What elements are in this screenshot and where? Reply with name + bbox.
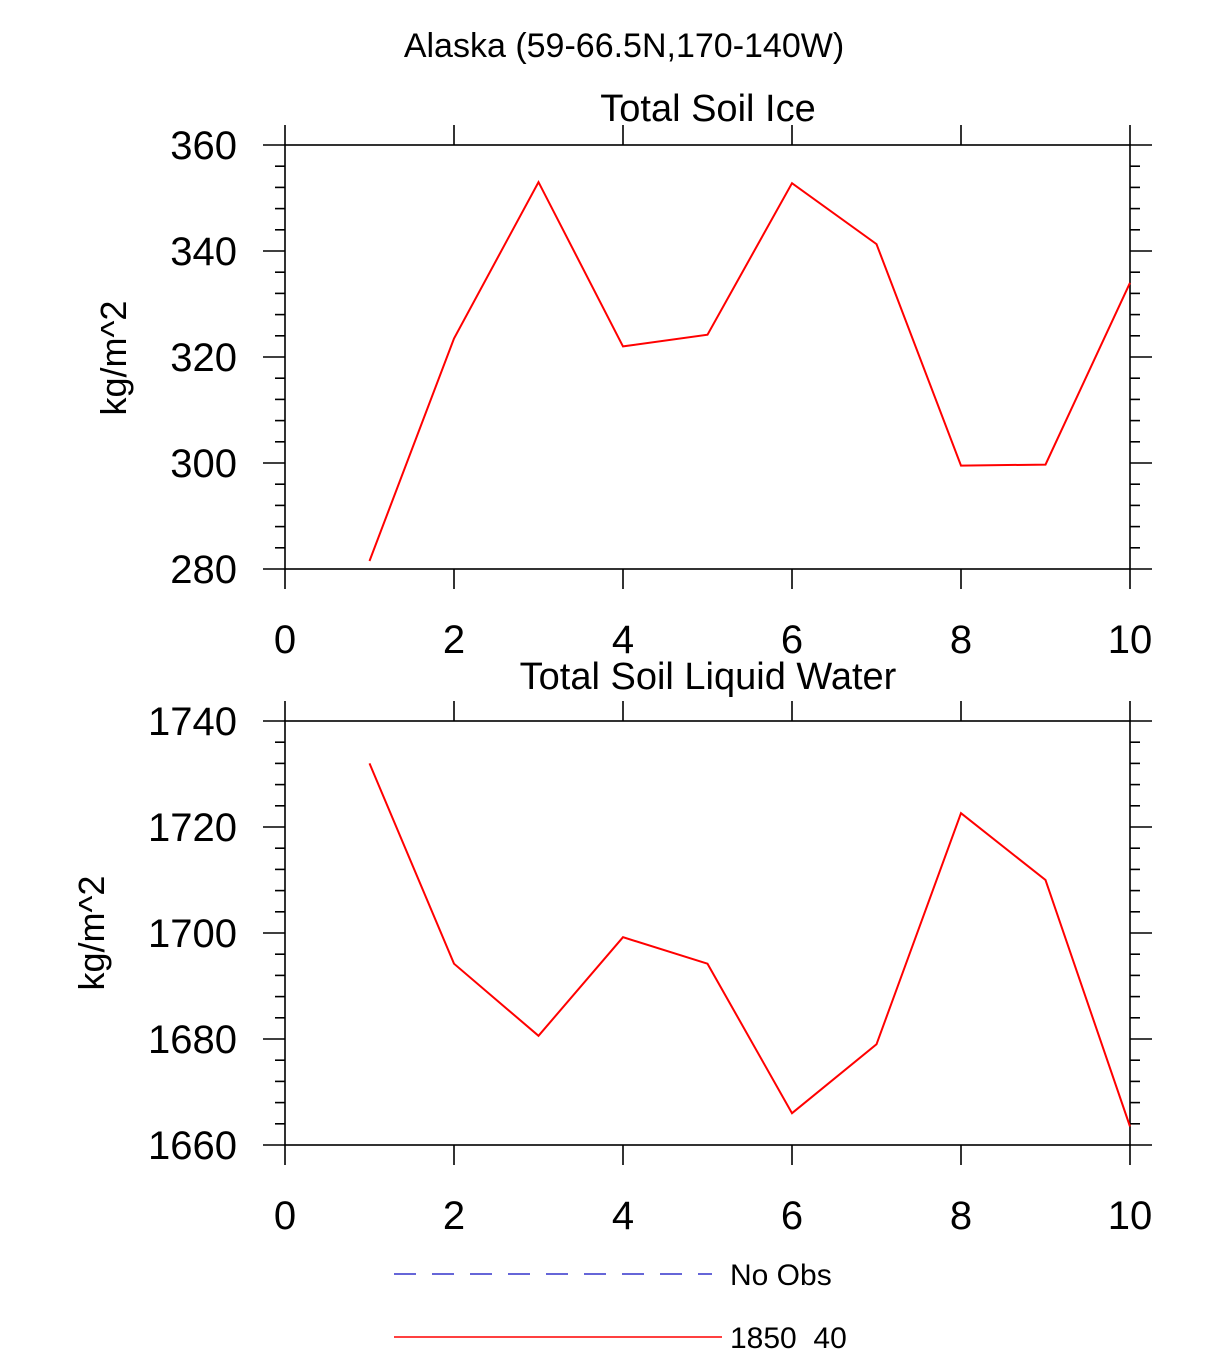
legend-label: 1850_40: [730, 1322, 847, 1352]
y-tick-label: 360: [170, 124, 237, 168]
y-tick-label: 280: [170, 548, 237, 592]
x-tick-label: 4: [612, 1194, 634, 1238]
x-tick-label: 8: [950, 618, 972, 662]
panel-total-soil-ice: Total Soil Ice kg/m^2 0 2 4 6 8 10 280 300 320 34…: [93, 88, 1152, 662]
y-tick-label: 300: [170, 442, 237, 486]
x-tick-label: 6: [781, 618, 803, 662]
y-tick-label: 1660: [148, 1124, 237, 1168]
legend: No Obs 1850_40: [394, 1259, 847, 1352]
x-tick-label: 2: [443, 618, 465, 662]
legend-item-no-obs: No Obs: [394, 1259, 832, 1292]
x-tick-label: 0: [274, 1194, 296, 1238]
x-tick-label: 10: [1108, 618, 1153, 662]
plot-frame: [284, 144, 1131, 570]
series-line: [368, 763, 1131, 1127]
x-tick-label: 0: [274, 618, 296, 662]
legend-item-1850-40: 1850_40: [394, 1322, 847, 1352]
y-tick-label: 320: [170, 336, 237, 380]
series-line: [368, 179, 1131, 562]
legend-label: No Obs: [730, 1259, 832, 1292]
panel-title: Total Soil Ice: [600, 88, 815, 130]
plot-frame: [284, 720, 1131, 1146]
y-tick-label: 1680: [148, 1018, 237, 1062]
panel-total-soil-liquid-water: Total Soil Liquid Water kg/m^2 0 2 4 6 8 10 16…: [71, 656, 1152, 1238]
y-axis-label: kg/m^2: [71, 876, 112, 991]
x-tick-label: 6: [781, 1194, 803, 1238]
y-tick-label: 340: [170, 230, 237, 274]
y-tick-label: 1720: [148, 806, 237, 850]
x-tick-label: 10: [1108, 1194, 1153, 1238]
y-tick-label: 1700: [148, 912, 237, 956]
x-tick-label: 8: [950, 1194, 972, 1238]
x-tick-label: 2: [443, 1194, 465, 1238]
y-tick-label: 1740: [148, 700, 237, 744]
x-tick-label: 4: [612, 618, 634, 662]
figure-title: Alaska (59-66.5N,170-140W): [404, 27, 844, 65]
y-axis-label: kg/m^2: [93, 301, 134, 416]
panel-title: Total Soil Liquid Water: [520, 656, 897, 698]
